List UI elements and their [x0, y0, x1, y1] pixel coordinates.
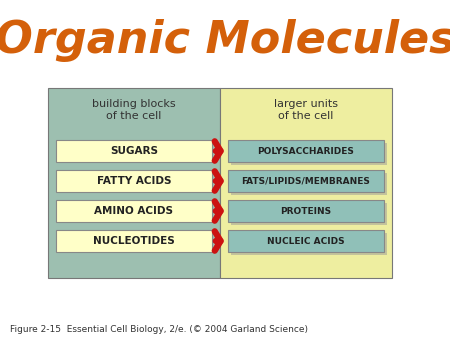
Text: AMINO ACIDS: AMINO ACIDS	[94, 206, 174, 216]
FancyBboxPatch shape	[48, 88, 220, 278]
FancyBboxPatch shape	[56, 200, 212, 222]
FancyBboxPatch shape	[228, 230, 384, 252]
Text: larger units
of the cell: larger units of the cell	[274, 99, 338, 121]
Text: PROTEINS: PROTEINS	[280, 207, 332, 216]
Text: POLYSACCHARIDES: POLYSACCHARIDES	[257, 146, 355, 155]
FancyBboxPatch shape	[228, 140, 384, 162]
Text: Figure 2-15  Essential Cell Biology, 2/e. (© 2004 Garland Science): Figure 2-15 Essential Cell Biology, 2/e.…	[10, 325, 308, 335]
FancyBboxPatch shape	[56, 230, 212, 252]
Text: NUCLEIC ACIDS: NUCLEIC ACIDS	[267, 237, 345, 245]
FancyBboxPatch shape	[231, 173, 387, 195]
Text: FATS/LIPIDS/MEMBRANES: FATS/LIPIDS/MEMBRANES	[242, 176, 370, 186]
FancyBboxPatch shape	[56, 170, 212, 192]
FancyBboxPatch shape	[220, 88, 392, 278]
Text: Organic Molecules: Organic Molecules	[0, 19, 450, 62]
Text: building blocks
of the cell: building blocks of the cell	[92, 99, 176, 121]
FancyBboxPatch shape	[228, 170, 384, 192]
Text: SUGARS: SUGARS	[110, 146, 158, 156]
FancyBboxPatch shape	[231, 143, 387, 165]
FancyBboxPatch shape	[56, 140, 212, 162]
Text: FATTY ACIDS: FATTY ACIDS	[97, 176, 171, 186]
FancyBboxPatch shape	[231, 233, 387, 255]
FancyBboxPatch shape	[228, 200, 384, 222]
FancyBboxPatch shape	[231, 203, 387, 225]
Text: NUCLEOTIDES: NUCLEOTIDES	[93, 236, 175, 246]
